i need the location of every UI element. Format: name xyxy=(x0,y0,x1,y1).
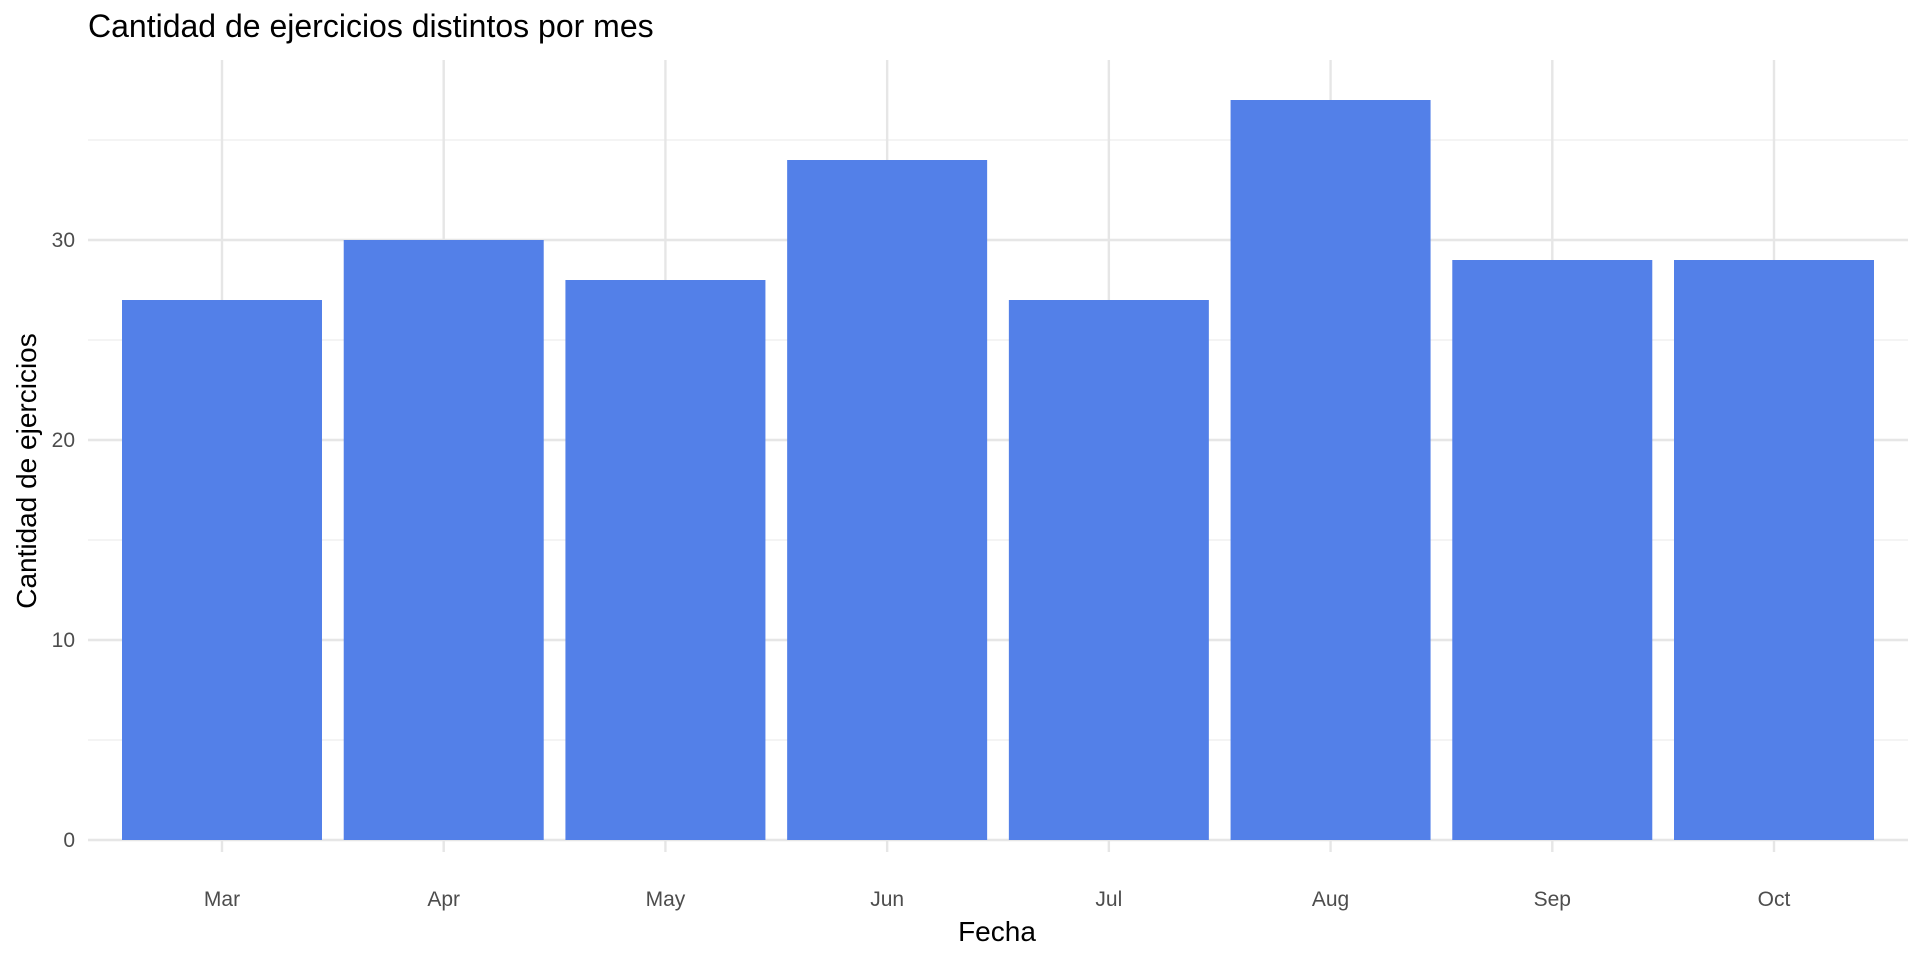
y-axis-title: Cantidad de ejercicios xyxy=(11,333,42,609)
x-tick-label: May xyxy=(646,888,686,911)
bar-jul xyxy=(1008,300,1209,840)
bar-may xyxy=(565,280,766,840)
bar-mar xyxy=(122,300,322,840)
x-tick-label: Apr xyxy=(427,888,460,911)
y-tick-label: 30 xyxy=(52,229,75,252)
y-axis-tick-labels: 0 10 20 30 xyxy=(52,229,75,852)
bar-oct xyxy=(1674,260,1874,840)
x-axis-title: Fecha xyxy=(958,916,1036,947)
y-tick-label: 0 xyxy=(63,829,75,852)
y-tick-label: 10 xyxy=(52,629,75,652)
x-tick-label: Aug xyxy=(1312,888,1349,911)
x-tick-label: Oct xyxy=(1758,888,1791,911)
x-tick-label: Jun xyxy=(870,888,904,911)
bar-apr xyxy=(343,240,544,840)
x-tick-label: Jul xyxy=(1095,888,1122,911)
x-tick-label: Sep xyxy=(1534,888,1571,911)
y-tick-label: 20 xyxy=(52,429,75,452)
bars xyxy=(122,100,1874,840)
bar-sep xyxy=(1452,260,1653,840)
chart-title: Cantidad de ejercicios distintos por mes xyxy=(88,8,654,44)
x-axis-tick-labels: Mar Apr May Jun Jul Aug Sep Oct xyxy=(204,888,1791,911)
bar-jun xyxy=(787,160,988,840)
x-tick-label: Mar xyxy=(204,888,240,911)
bar-aug xyxy=(1230,100,1431,840)
